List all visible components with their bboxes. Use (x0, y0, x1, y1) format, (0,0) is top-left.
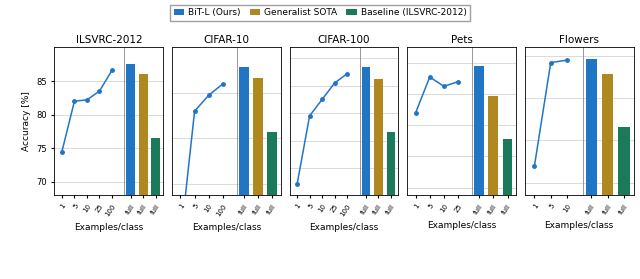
X-axis label: Examples/class: Examples/class (545, 221, 614, 230)
Bar (502, 139, 513, 195)
Bar (126, 64, 135, 195)
Title: Pets: Pets (451, 35, 472, 45)
Legend: BiT-L (Ours), Generalist SOTA, Baseline (ILSVRC-2012): BiT-L (Ours), Generalist SOTA, Baseline … (170, 4, 470, 21)
Title: Flowers: Flowers (559, 35, 599, 45)
Bar (239, 67, 249, 195)
Bar (268, 132, 277, 195)
X-axis label: Examples/class: Examples/class (427, 221, 496, 230)
Bar (362, 67, 371, 195)
Bar (139, 74, 148, 195)
Title: CIFAR-100: CIFAR-100 (317, 35, 371, 45)
Bar (488, 96, 499, 195)
Bar (374, 79, 383, 195)
X-axis label: Examples/class: Examples/class (74, 223, 143, 232)
Title: CIFAR-10: CIFAR-10 (204, 35, 250, 45)
Bar (387, 132, 396, 195)
Title: ILSVRC-2012: ILSVRC-2012 (76, 35, 142, 45)
Bar (253, 78, 263, 195)
Bar (152, 138, 160, 195)
Bar (602, 74, 613, 195)
X-axis label: Examples/class: Examples/class (192, 223, 261, 232)
Bar (586, 59, 597, 195)
Y-axis label: Accuracy [%]: Accuracy [%] (22, 92, 31, 151)
X-axis label: Examples/class: Examples/class (309, 223, 379, 232)
Bar (618, 127, 630, 195)
Bar (474, 66, 484, 195)
